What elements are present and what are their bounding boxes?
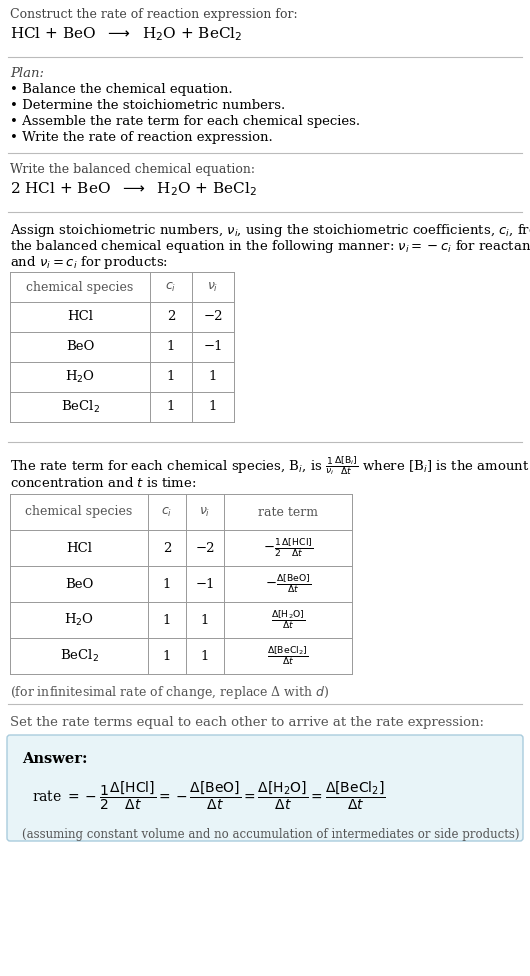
Text: (assuming constant volume and no accumulation of intermediates or side products): (assuming constant volume and no accumul… [22, 828, 519, 841]
Text: 1: 1 [167, 400, 175, 414]
Text: Write the balanced chemical equation:: Write the balanced chemical equation: [10, 163, 255, 176]
Text: 1: 1 [209, 371, 217, 384]
Text: −1: −1 [203, 341, 223, 353]
Text: Assign stoichiometric numbers, $\nu_i$, using the stoichiometric coefficients, $: Assign stoichiometric numbers, $\nu_i$, … [10, 222, 530, 239]
Text: H$_2$O: H$_2$O [64, 612, 94, 628]
Text: rate $= -\dfrac{1}{2}\dfrac{\Delta[\mathrm{HCl}]}{\Delta t} = -\dfrac{\Delta[\ma: rate $= -\dfrac{1}{2}\dfrac{\Delta[\math… [32, 780, 386, 812]
Text: HCl $+$ BeO  $\longrightarrow$  H$_2$O $+$ BeCl$_2$: HCl $+$ BeO $\longrightarrow$ H$_2$O $+$… [10, 25, 243, 43]
Text: concentration and $t$ is time:: concentration and $t$ is time: [10, 476, 197, 490]
Text: 1: 1 [163, 578, 171, 590]
Text: rate term: rate term [258, 506, 318, 518]
Text: • Write the rate of reaction expression.: • Write the rate of reaction expression. [10, 131, 273, 144]
Text: 1: 1 [167, 371, 175, 384]
Text: Answer:: Answer: [22, 752, 87, 766]
Text: $\nu_i$: $\nu_i$ [207, 280, 219, 294]
Text: $c_i$: $c_i$ [165, 280, 176, 294]
Text: BeCl$_2$: BeCl$_2$ [59, 648, 99, 664]
Text: BeO: BeO [65, 578, 93, 590]
Text: −2: −2 [203, 310, 223, 323]
Text: the balanced chemical equation in the following manner: $\nu_i = -c_i$ for react: the balanced chemical equation in the fo… [10, 238, 530, 255]
Text: HCl: HCl [66, 542, 92, 554]
Text: and $\nu_i = c_i$ for products:: and $\nu_i = c_i$ for products: [10, 254, 168, 271]
Text: Construct the rate of reaction expression for:: Construct the rate of reaction expressio… [10, 8, 298, 21]
Text: Set the rate terms equal to each other to arrive at the rate expression:: Set the rate terms equal to each other t… [10, 716, 484, 729]
Text: Plan:: Plan: [10, 67, 44, 80]
Text: chemical species: chemical species [25, 506, 132, 518]
Text: BeCl$_2$: BeCl$_2$ [60, 399, 100, 415]
Text: (for infinitesimal rate of change, replace Δ with $d$): (for infinitesimal rate of change, repla… [10, 684, 330, 701]
Text: 1: 1 [167, 341, 175, 353]
Text: • Assemble the rate term for each chemical species.: • Assemble the rate term for each chemic… [10, 115, 360, 128]
Text: $\frac{\Delta[\mathrm{BeCl_2}]}{\Delta t}$: $\frac{\Delta[\mathrm{BeCl_2}]}{\Delta t… [268, 644, 308, 668]
Text: H$_2$O: H$_2$O [65, 369, 95, 386]
FancyBboxPatch shape [7, 735, 523, 841]
Text: $-\frac{\Delta[\mathrm{BeO}]}{\Delta t}$: $-\frac{\Delta[\mathrm{BeO}]}{\Delta t}$ [265, 573, 311, 595]
Text: 1: 1 [163, 614, 171, 627]
Text: $\nu_i$: $\nu_i$ [199, 506, 211, 518]
Text: 2: 2 [163, 542, 171, 554]
Text: • Balance the chemical equation.: • Balance the chemical equation. [10, 83, 233, 96]
Text: $c_i$: $c_i$ [161, 506, 173, 518]
Text: 1: 1 [201, 649, 209, 663]
Text: chemical species: chemical species [26, 280, 134, 294]
Text: 1: 1 [201, 614, 209, 627]
Text: 2 HCl $+$ BeO  $\longrightarrow$  H$_2$O $+$ BeCl$_2$: 2 HCl $+$ BeO $\longrightarrow$ H$_2$O $… [10, 180, 257, 198]
Text: −2: −2 [195, 542, 215, 554]
Text: $\frac{\Delta[\mathrm{H_2O}]}{\Delta t}$: $\frac{\Delta[\mathrm{H_2O}]}{\Delta t}$ [271, 609, 305, 631]
Text: HCl: HCl [67, 310, 93, 323]
Text: 1: 1 [163, 649, 171, 663]
Text: 1: 1 [209, 400, 217, 414]
Text: −1: −1 [195, 578, 215, 590]
Text: • Determine the stoichiometric numbers.: • Determine the stoichiometric numbers. [10, 99, 285, 112]
Text: BeO: BeO [66, 341, 94, 353]
Text: The rate term for each chemical species, B$_i$, is $\frac{1}{\nu_i}\frac{\Delta[: The rate term for each chemical species,… [10, 454, 529, 477]
Text: 2: 2 [167, 310, 175, 323]
Text: $-\frac{1}{2}\frac{\Delta[\mathrm{HCl}]}{\Delta t}$: $-\frac{1}{2}\frac{\Delta[\mathrm{HCl}]}… [263, 537, 313, 559]
